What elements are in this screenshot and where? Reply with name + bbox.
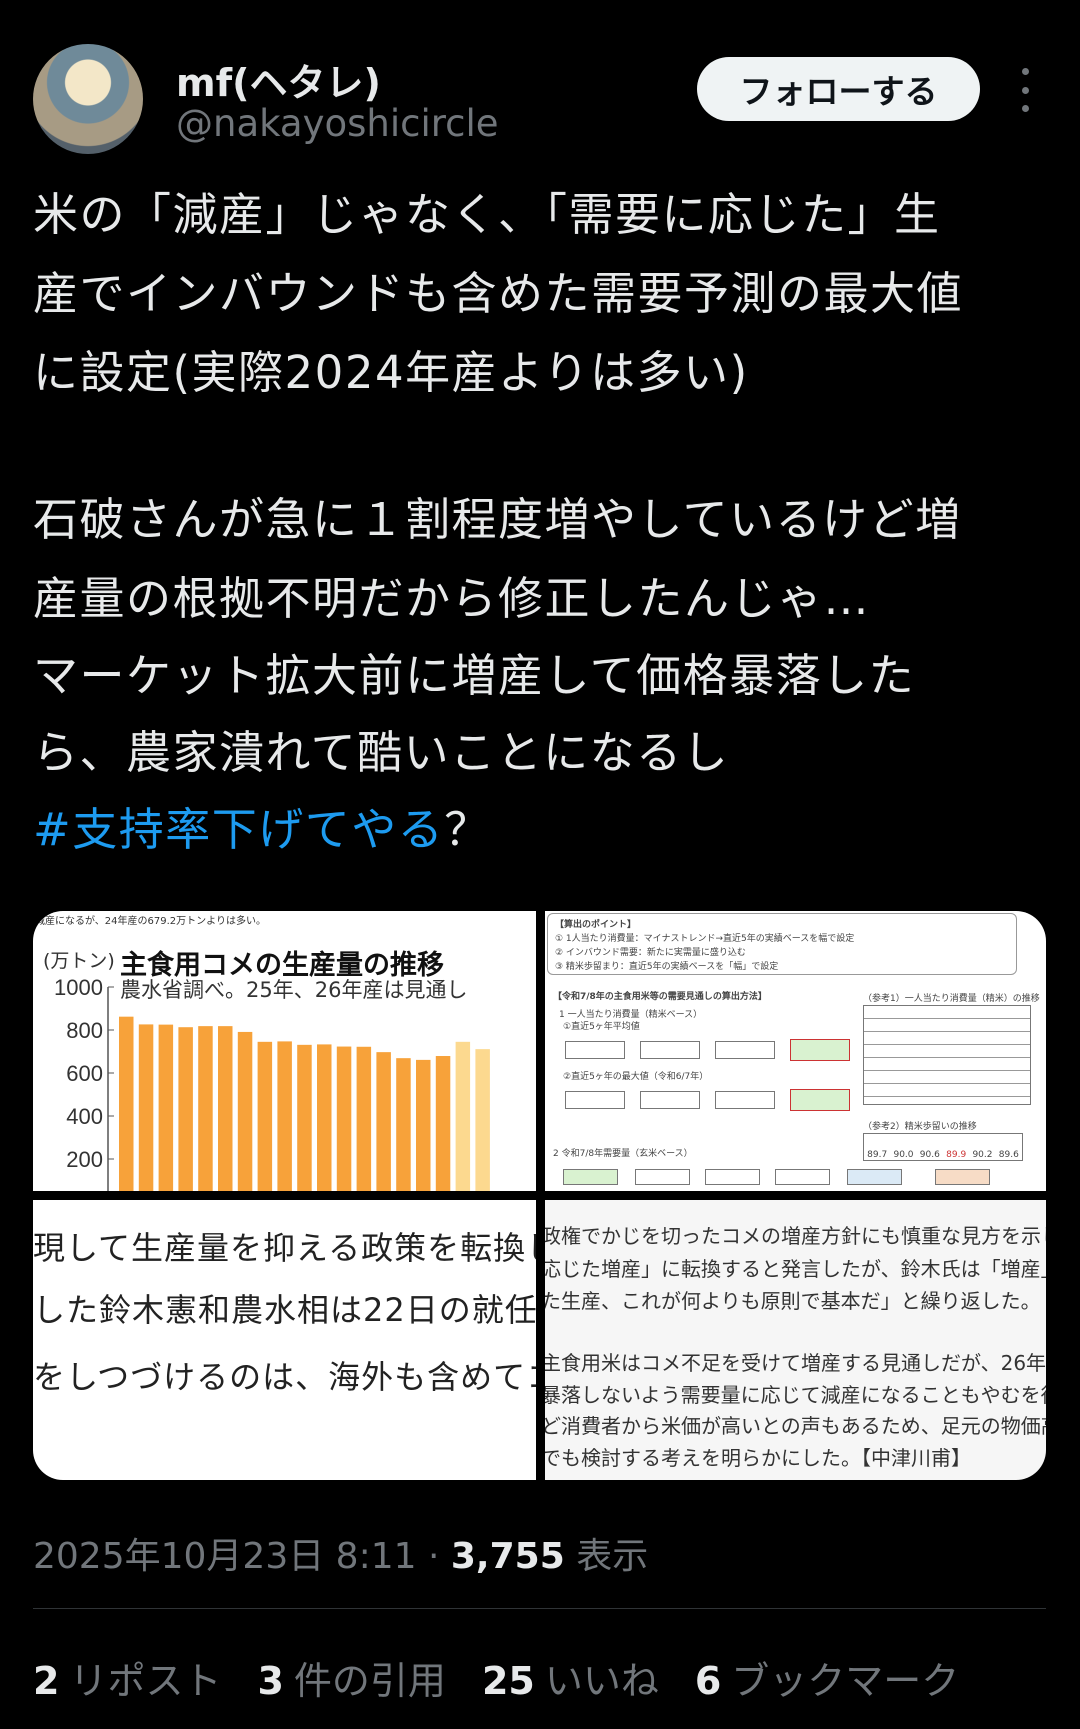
table-cell: 90.2	[972, 1150, 993, 1160]
bookmarks-stat[interactable]: 6 ブックマーク	[695, 1650, 959, 1705]
timestamp[interactable]: 2025年10月23日 8:11	[33, 1536, 417, 1577]
chart-title: 主食用コメの生産量の推移	[120, 950, 444, 981]
doc-ref2-table: 89.7 90.0 90.6 89.9 90.2 89.6	[863, 1133, 1023, 1161]
follow-button[interactable]: フォローする	[697, 57, 980, 121]
table-cell: 89.7	[867, 1150, 888, 1160]
bar	[277, 1041, 292, 1191]
table-cell: 89.9	[946, 1150, 967, 1160]
stat-label: リポスト	[69, 1659, 222, 1703]
article-line: 現して生産量を抑える政策を転換し	[33, 1229, 536, 1267]
y-tick-label: 800	[66, 1018, 103, 1043]
chart-caption: 減産になるが、24年産の679.2万トンよりは多い。	[35, 916, 266, 927]
article-line: ど消費者から米価が高いとの声もあるため、足元の物価高対	[545, 1414, 1046, 1438]
bar	[138, 1024, 154, 1191]
bar-chart: 1000 800 600 400 200	[54, 975, 490, 1191]
bar	[297, 1044, 312, 1191]
stat-label: ブックマーク	[731, 1659, 960, 1703]
stat-count: 3	[257, 1659, 284, 1703]
engagement-stats: 2 リポスト 3 件の引用 25 いいね 6 ブックマーク	[33, 1650, 959, 1705]
media-grid: 減産になるが、24年産の679.2万トンよりは多い。 (万トン) 主食用コメの生…	[33, 911, 1046, 1480]
media-article-image-left[interactable]: 現して生産量を抑える政策を転換し した鈴木憲和農水相は22日の就任 をしつづける…	[33, 1200, 536, 1480]
table-cell: 90.6	[919, 1150, 940, 1160]
article-line: した鈴木憲和農水相は22日の就任	[33, 1291, 536, 1329]
doc-section: ②直近5ヶ年の最大値（令和6/7年）	[563, 1072, 709, 1082]
bar	[435, 1056, 451, 1191]
avatar[interactable]	[33, 44, 143, 154]
more-options-icon[interactable]	[1012, 68, 1038, 112]
media-document-image[interactable]: 【算出のポイント】 ① 1人当たり消費量：マイナストレンド→直近5年の実績ベース…	[545, 911, 1046, 1191]
bar	[356, 1046, 372, 1191]
doc-points-title: 【算出のポイント】	[555, 920, 637, 930]
tweet-text-line: 石破さんが急に１割程度増やしているけど増	[33, 493, 962, 546]
bar	[376, 1052, 391, 1191]
stat-count: 25	[481, 1659, 535, 1703]
doc-section: 1 一人当たり消費量（精米ベース）	[559, 1010, 703, 1020]
stat-count: 2	[33, 1659, 60, 1703]
media-chart-image[interactable]: 減産になるが、24年産の679.2万トンよりは多い。 (万トン) 主食用コメの生…	[33, 911, 536, 1191]
doc-section: 2 令和7/8年需要量（玄米ベース）	[553, 1149, 693, 1159]
separator: ·	[416, 1536, 451, 1577]
article-line: 暴落しないよう需要量に応じて減産になることもやむを得な	[545, 1383, 1046, 1407]
doc-point: ① 1人当たり消費量：マイナストレンド→直近5年の実績ベースを幅で設定	[555, 934, 855, 944]
doc-method-title: 【令和7/8年の主食用米等の需要見通しの算出方法】	[553, 992, 767, 1002]
stat-count: 6	[694, 1659, 722, 1703]
y-tick-label: 1000	[54, 975, 103, 1000]
article-line: 応じた増産」に転換すると発言したが、鈴木氏は「増産」の言	[545, 1257, 1046, 1281]
article-line: た生産、これが何よりも原則で基本だ」と繰り返した。	[545, 1289, 1041, 1313]
tweet-text-line: に設定(実際2024年産よりは多い)	[33, 346, 749, 399]
tweet-text-line: ら、農家潰れて酷いことになるし	[33, 726, 730, 779]
y-tick-label: 200	[66, 1147, 103, 1172]
tweet-text-line: マーケット拡大前に増産して価格暴落した	[33, 649, 916, 702]
reposts-stat[interactable]: 2 リポスト	[33, 1650, 221, 1705]
bar	[475, 1049, 490, 1191]
tweet-text-line: 産量の根拠不明だから修正したんじゃ…	[33, 572, 871, 625]
tweet-meta: 2025年10月23日 8:11 · 3,755 表示	[33, 1527, 648, 1579]
doc-ref1-title: （参考1）一人当たり消費量（精米）の推移	[863, 994, 1040, 1004]
doc-point: ③ 精米歩留まり：直近5年の実績ベースを「幅」で設定	[555, 962, 779, 972]
bar	[198, 1026, 213, 1191]
quotes-stat[interactable]: 3 件の引用	[257, 1650, 445, 1705]
bar	[218, 1026, 233, 1191]
article-line: をしつづけるのは、海外も含めてコ	[33, 1358, 536, 1396]
author-name[interactable]: mf(ヘタレ)	[176, 61, 381, 105]
tweet-text-line: 米の「減産」じゃなく、「需要に応じた」生	[33, 188, 941, 241]
author-handle[interactable]: @nakayoshicircle	[176, 102, 499, 145]
bar	[158, 1024, 174, 1191]
likes-stat[interactable]: 25 いいね	[482, 1650, 659, 1705]
bar	[178, 1027, 193, 1191]
views-label: 表示	[564, 1536, 649, 1577]
bar	[119, 1016, 134, 1191]
tweet-text-tail: ？	[444, 803, 491, 856]
bar	[257, 1041, 273, 1191]
bar	[455, 1041, 471, 1191]
hashtag-link[interactable]: #支持率下げてやる	[33, 803, 445, 856]
doc-ref2-title: （参考2）精米歩留いの推移	[863, 1122, 977, 1132]
table-cell: 89.6	[998, 1150, 1019, 1160]
doc-section: ①直近5ヶ年平均値	[563, 1022, 640, 1032]
y-tick-label: 600	[66, 1061, 103, 1086]
bar	[336, 1046, 352, 1191]
bar	[416, 1059, 431, 1191]
tweet-text-line: 産でインバウンドも含めた需要予測の最大値	[33, 267, 964, 320]
article-line: 主食用米はコメ不足を受けて増産する見通しだが、26年以	[545, 1351, 1046, 1375]
y-tick-label: 400	[66, 1104, 103, 1129]
chart-subtitle: 農水省調べ。25年、26年産は見通し	[120, 978, 468, 1002]
stat-label: 件の引用	[293, 1659, 446, 1703]
media-article-image-right[interactable]: 政権でかじを切ったコメの増産方針にも慎重な見方を示した 応じた増産」に転換すると…	[545, 1200, 1046, 1480]
divider	[33, 1608, 1046, 1609]
article-line: でも検討する考えを明らかにした。【中津川甫】	[545, 1446, 971, 1470]
bar	[317, 1044, 332, 1191]
stat-label: いいね	[544, 1659, 659, 1703]
bar	[396, 1058, 411, 1191]
article-line: 政権でかじを切ったコメの増産方針にも慎重な見方を示した	[545, 1224, 1046, 1248]
table-cell: 90.0	[893, 1150, 914, 1160]
view-count: 3,755	[450, 1536, 565, 1577]
bar	[237, 1031, 253, 1191]
chart-y-unit: (万トン)	[43, 950, 115, 972]
doc-point: ② インバウンド需要：新たに実需量に盛り込む	[555, 948, 746, 958]
